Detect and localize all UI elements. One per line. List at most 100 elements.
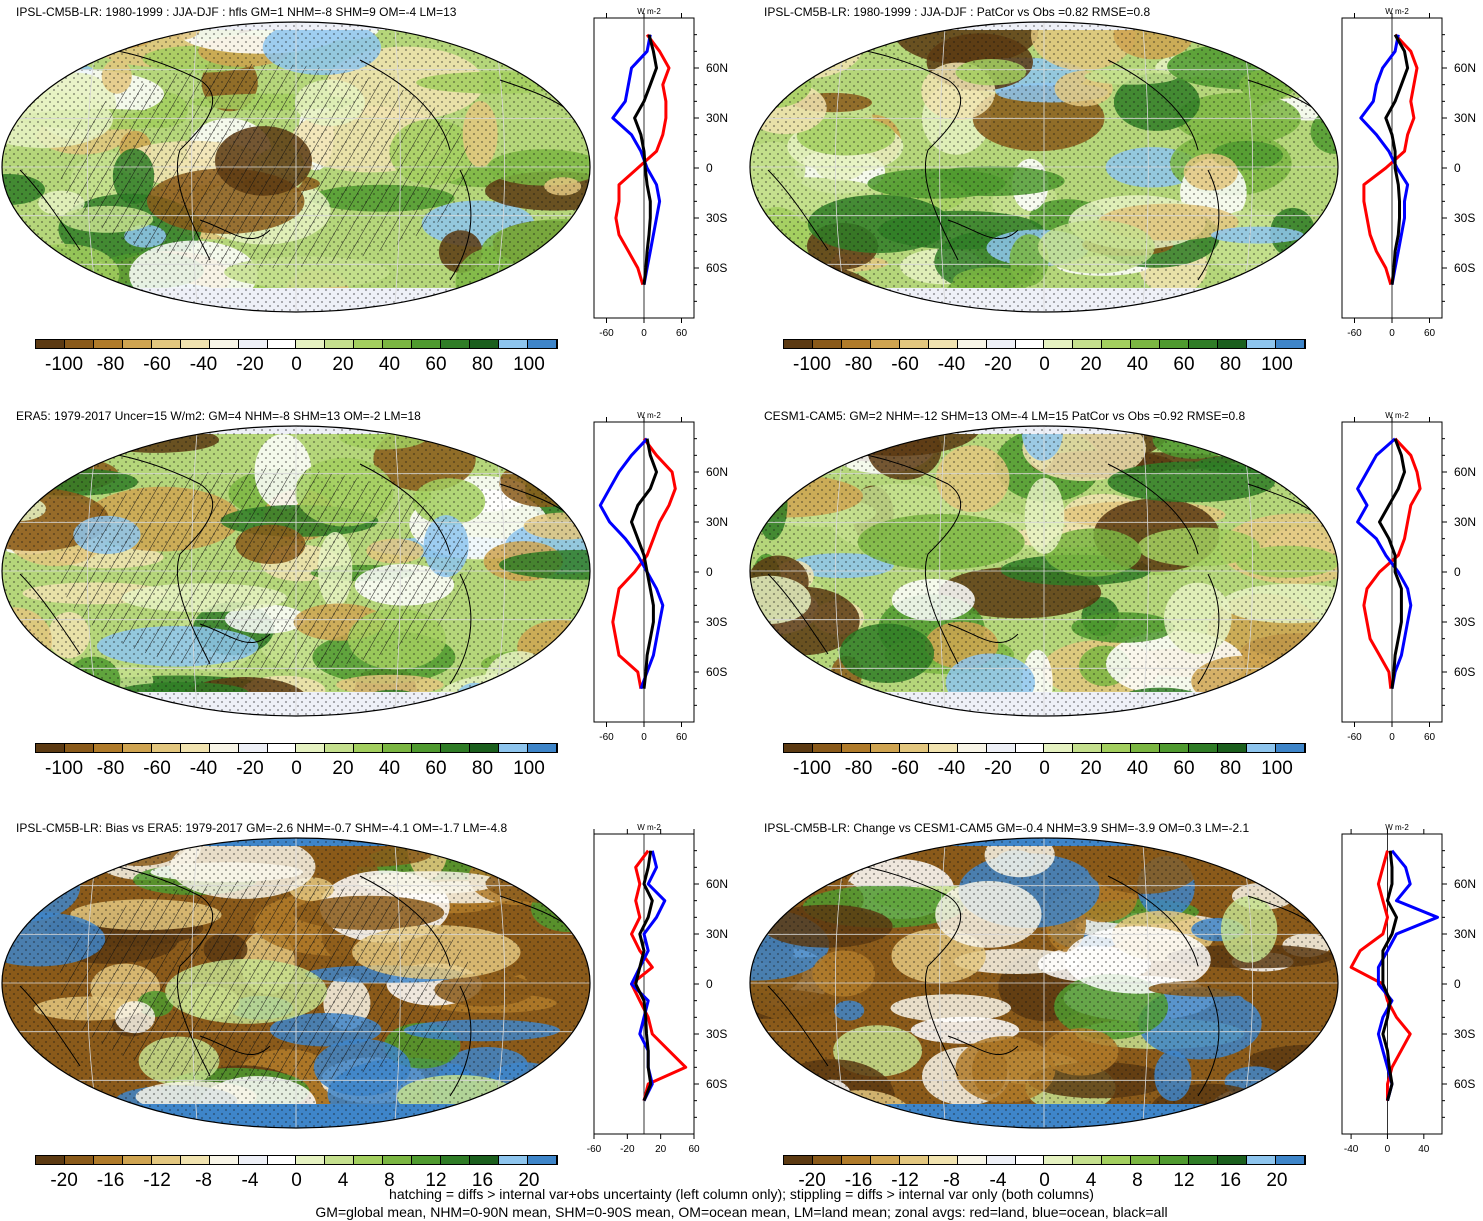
zonal-ocean-line bbox=[1359, 34, 1410, 285]
colorbar-tick-label: -20 bbox=[984, 758, 1012, 779]
zonal-x-tick-label: 60 bbox=[1424, 328, 1436, 339]
colorbar-tick-label: -20 bbox=[236, 758, 264, 779]
colorbar-tick-label: 100 bbox=[1261, 758, 1293, 779]
colorbar bbox=[783, 743, 1306, 753]
colorbar-tick-label: -12 bbox=[891, 1170, 919, 1191]
zonal-lat-tick-label: 30N bbox=[1454, 515, 1476, 529]
zonal-mean-plot: -60 0 60 W m-2 60N 30N 0 30S 60S bbox=[1341, 411, 1476, 743]
panel-title: IPSL-CM5B-LR: Change vs CESM1-CAM5 GM=-0… bbox=[764, 821, 1250, 835]
zonal-all-line bbox=[630, 438, 658, 689]
zonal-ocean-line bbox=[1356, 437, 1413, 689]
zonal-x-tick-label: 60 bbox=[688, 1144, 700, 1155]
colorbar-tick-label: 40 bbox=[378, 354, 401, 375]
colorbar-tick-label: -4 bbox=[241, 1170, 259, 1191]
zonal-unit-label: W m-2 bbox=[1385, 823, 1409, 832]
zonal-x-tick-label: 60 bbox=[1424, 732, 1436, 743]
colorbar-tick-label: 4 bbox=[1085, 1170, 1097, 1191]
colorbar-tick-label: -40 bbox=[189, 354, 218, 375]
colorbar-tick-label: -12 bbox=[143, 1170, 171, 1191]
colorbar-tick-label: -80 bbox=[844, 354, 873, 375]
panel-2: IPSL-CM5B-LR: 1980-1999 : JJA-DJF : PatC… bbox=[748, 0, 1483, 400]
zonal-land-line bbox=[1362, 437, 1422, 689]
zonal-lat-tick-label: 60N bbox=[1454, 465, 1476, 479]
colorbar-tick-label: 60 bbox=[1173, 354, 1195, 375]
colorbar-tick-label: 8 bbox=[384, 1170, 395, 1191]
zonal-lat-tick-label: 30N bbox=[1454, 927, 1476, 941]
colorbar-tick-label: 20 bbox=[332, 354, 354, 375]
zonal-unit-label: W m-2 bbox=[637, 7, 661, 16]
zonal-land-line bbox=[614, 33, 671, 286]
colorbar-tick-label: 0 bbox=[291, 354, 302, 375]
colorbar-tick-label: 60 bbox=[425, 354, 447, 375]
zonal-unit-label: W m-2 bbox=[637, 411, 661, 420]
zonal-x-tick-label: 0 bbox=[1385, 1144, 1391, 1155]
zonal-lat-tick-label: 30S bbox=[706, 615, 727, 629]
zonal-mean-plot: -60 0 60 W m-2 60N 30N 0 30S 60S bbox=[1341, 7, 1476, 339]
world-map bbox=[749, 425, 1339, 717]
zonal-x-tick-label: 0 bbox=[1389, 328, 1395, 339]
colorbar-labels: -100 -80 -60 -40 -20 0 20 40 60 80 100 bbox=[35, 354, 558, 376]
colorbar-tick-label: 80 bbox=[471, 758, 494, 779]
colorbar-tick-label: 60 bbox=[1173, 758, 1195, 779]
zonal-lat-tick-label: 60S bbox=[1454, 1077, 1475, 1091]
zonal-lat-tick-label: 60S bbox=[706, 665, 727, 679]
colorbar-tick-label: 80 bbox=[1219, 354, 1242, 375]
zonal-ocean-line bbox=[611, 34, 662, 285]
zonal-lat-tick-label: 0 bbox=[1454, 565, 1461, 579]
zonal-x-tick-label: -40 bbox=[1344, 1144, 1359, 1155]
zonal-lat-tick-label: 30S bbox=[706, 1027, 727, 1041]
zonal-lat-tick-label: 60S bbox=[1454, 261, 1475, 275]
colorbar-tick-label: 0 bbox=[1039, 1170, 1050, 1191]
footer-line-2: GM=global mean, NHM=0-90N mean, SHM=0-90… bbox=[315, 1204, 1168, 1220]
colorbar-labels: -100 -80 -60 -40 -20 0 20 40 60 80 100 bbox=[35, 758, 558, 780]
colorbar-tick-label: 100 bbox=[513, 354, 545, 375]
zonal-lat-tick-label: 60N bbox=[1454, 61, 1476, 75]
colorbar-tick-label: -16 bbox=[96, 1170, 125, 1191]
colorbar-tick-label: -60 bbox=[891, 758, 919, 779]
zonal-x-tick-label: -60 bbox=[1347, 328, 1362, 339]
colorbar-tick-label: 20 bbox=[1080, 354, 1102, 375]
panel-3: ERA5: 1979-2017 Uncer=15 W/m2: GM=4 NHM=… bbox=[0, 404, 740, 804]
zonal-mean-plot: -60 0 60 W m-2 60N 30N 0 30S 60S bbox=[593, 411, 728, 743]
colorbar bbox=[35, 1155, 558, 1165]
colorbar-tick-label: 12 bbox=[425, 1170, 447, 1191]
zonal-ocean-line bbox=[1376, 849, 1439, 1102]
colorbar-tick-label: 20 bbox=[518, 1170, 540, 1191]
zonal-x-tick-label: -60 bbox=[1347, 732, 1362, 743]
zonal-lat-tick-label: 0 bbox=[1454, 977, 1461, 991]
colorbar-tick-label: -4 bbox=[989, 1170, 1007, 1191]
colorbar-tick-label: 0 bbox=[1039, 354, 1050, 375]
colorbar-tick-label: 40 bbox=[1126, 354, 1149, 375]
zonal-lat-tick-label: 30N bbox=[706, 515, 728, 529]
zonal-lat-tick-label: 60N bbox=[706, 465, 728, 479]
colorbar-tick-label: 0 bbox=[291, 1170, 302, 1191]
colorbar-tick-label: 80 bbox=[471, 354, 494, 375]
colorbar-tick-label: 80 bbox=[1219, 758, 1242, 779]
zonal-unit-label: W m-2 bbox=[637, 823, 661, 832]
colorbar bbox=[783, 1155, 1306, 1165]
colorbar-tick-label: -80 bbox=[96, 354, 125, 375]
colorbar-tick-label: -20 bbox=[50, 1170, 78, 1191]
zonal-x-tick-label: -20 bbox=[620, 1144, 635, 1155]
panel-4: CESM1-CAM5: GM=2 NHM=-12 SHM=13 OM=-4 LM… bbox=[748, 404, 1483, 804]
zonal-x-tick-label: 0 bbox=[641, 732, 647, 743]
panel-5: IPSL-CM5B-LR: Bias vs ERA5: 1979-2017 GM… bbox=[0, 816, 740, 1216]
zonal-lat-tick-label: 30N bbox=[706, 927, 728, 941]
colorbar-tick-label: 20 bbox=[1266, 1170, 1288, 1191]
zonal-lat-tick-label: 30S bbox=[1454, 615, 1475, 629]
zonal-x-tick-label: -60 bbox=[587, 1144, 602, 1155]
colorbar-tick-label: -100 bbox=[793, 758, 832, 779]
colorbar-labels: -100 -80 -60 -40 -20 0 20 40 60 80 100 bbox=[783, 758, 1306, 780]
colorbar-tick-label: 0 bbox=[1039, 758, 1050, 779]
zonal-x-tick-label: 0 bbox=[1389, 732, 1395, 743]
panel-title: CESM1-CAM5: GM=2 NHM=-12 SHM=13 OM=-4 LM… bbox=[764, 409, 1246, 423]
zonal-lat-tick-label: 0 bbox=[706, 565, 713, 579]
colorbar-tick-label: -60 bbox=[143, 758, 171, 779]
colorbar-tick-label: 40 bbox=[1126, 758, 1149, 779]
colorbar-tick-label: -40 bbox=[937, 354, 966, 375]
colorbar-tick-label: 0 bbox=[291, 758, 302, 779]
colorbar bbox=[35, 339, 558, 349]
panel-title: IPSL-CM5B-LR: Bias vs ERA5: 1979-2017 GM… bbox=[16, 821, 508, 835]
zonal-unit-label: W m-2 bbox=[1385, 411, 1409, 420]
colorbar-tick-label: 100 bbox=[513, 758, 545, 779]
